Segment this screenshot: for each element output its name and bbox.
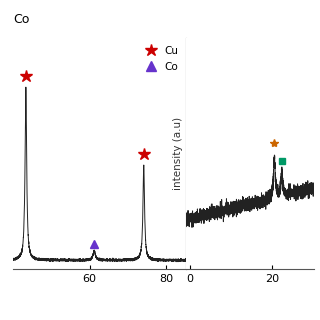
Text: intensity (a.u): intensity (a.u) bbox=[172, 117, 183, 190]
Text: Co: Co bbox=[13, 13, 29, 26]
Legend: Cu, Co: Cu, Co bbox=[138, 44, 180, 74]
